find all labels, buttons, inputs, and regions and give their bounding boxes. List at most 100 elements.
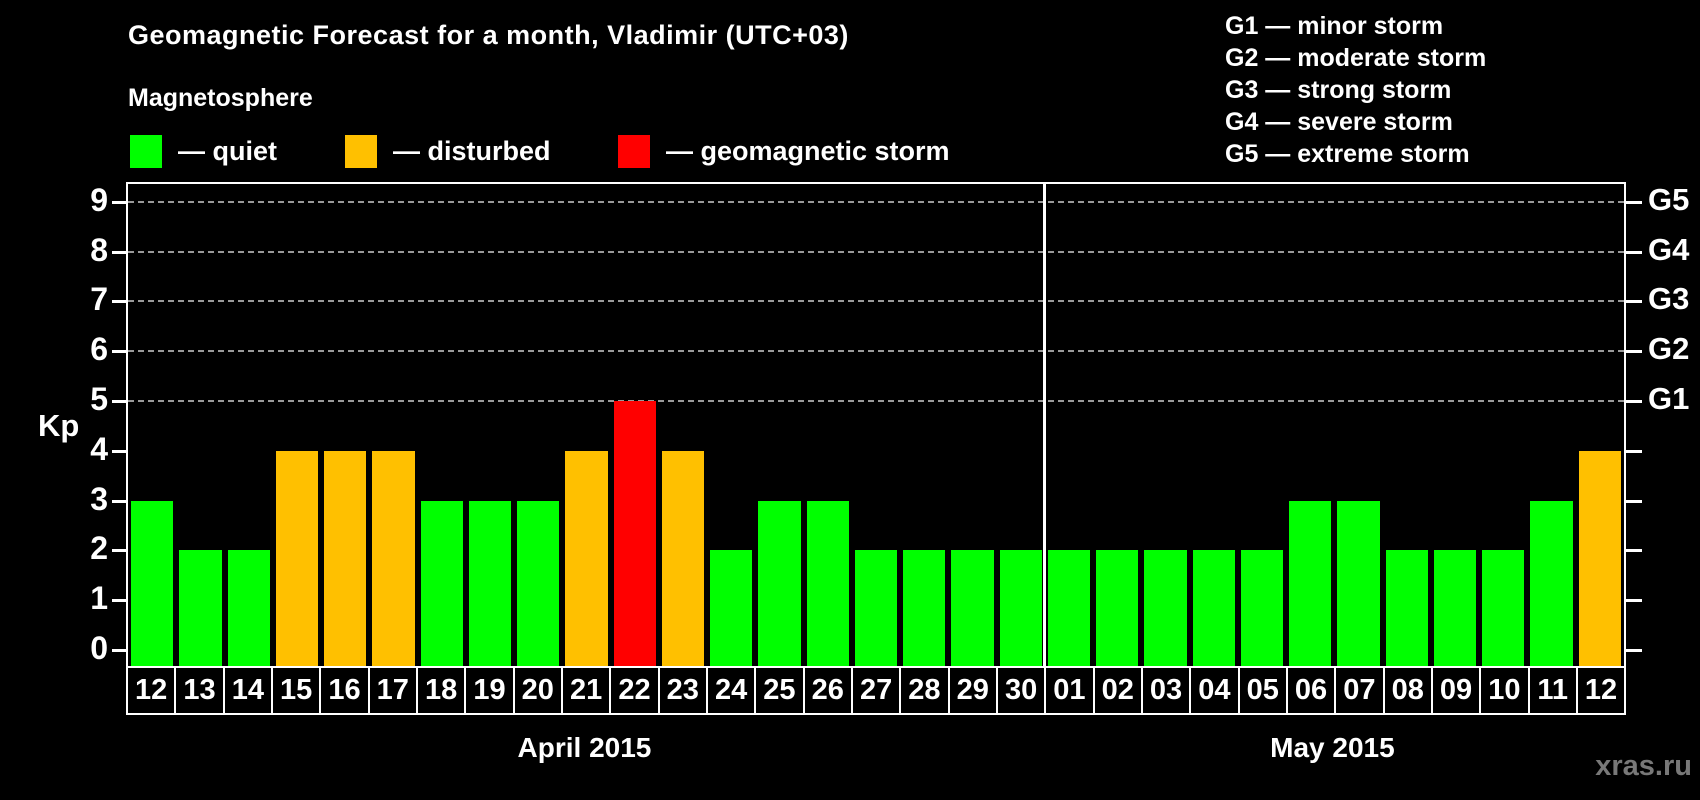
kp-bar-april-17 <box>372 450 415 666</box>
kp-tick-left <box>112 499 128 503</box>
magnetosphere-legend-heading: Magnetosphere <box>128 84 313 112</box>
kp-tick-label-9: 9 <box>90 181 108 218</box>
day-label: 07 <box>1334 666 1385 715</box>
day-label: 23 <box>657 666 708 715</box>
day-label: 18 <box>415 666 467 715</box>
kp-tick-right <box>1626 649 1642 652</box>
month-divider-line <box>1043 184 1047 666</box>
gridline-kp-5 <box>128 400 1624 402</box>
kp-tick-label-5: 5 <box>90 381 108 417</box>
kp-bar-april-30 <box>999 550 1042 666</box>
kp-bar-april-21 <box>565 450 608 666</box>
kp-tick-left <box>112 599 128 603</box>
kp-tick-label-8: 8 <box>90 231 108 268</box>
g-tick-label-g5: G5 <box>1648 181 1690 217</box>
day-label: 26 <box>802 666 853 715</box>
kp-tick-left <box>112 300 128 304</box>
kp-bar-april-23 <box>661 450 705 666</box>
legend-swatch-quiet <box>130 134 162 168</box>
legend-label-disturbed: — disturbed <box>393 135 551 166</box>
gridline-kp-7 <box>128 300 1624 303</box>
kp-bar-april-15 <box>275 450 319 666</box>
g-legend-line-1: G1 — minor storm <box>1225 12 1444 40</box>
kp-bar-may-02 <box>1096 550 1139 666</box>
gridline-kp-8 <box>128 250 1624 253</box>
kp-bar-april-16 <box>324 450 367 666</box>
gridline-kp-9 <box>128 200 1624 203</box>
day-label: 19 <box>464 666 515 715</box>
kp-tick-right <box>1626 200 1642 204</box>
kp-bar-april-25 <box>758 500 801 666</box>
kp-tick-label-4: 4 <box>90 430 108 467</box>
kp-bar-may-10 <box>1482 550 1525 666</box>
day-label: 05 <box>1237 666 1288 715</box>
month-label-april: April 2015 <box>517 732 652 763</box>
kp-bar-april-29 <box>951 550 994 666</box>
legend-item-disturbed: — disturbed <box>345 134 551 168</box>
day-label: 29 <box>947 666 998 715</box>
g-tick-label-g3: G3 <box>1648 281 1690 317</box>
kp-tick-label-6: 6 <box>90 331 108 368</box>
day-label: 20 <box>512 666 563 715</box>
kp-tick-right <box>1626 350 1642 354</box>
kp-tick-label-2: 2 <box>90 530 108 567</box>
kp-bar-may-06 <box>1289 500 1332 666</box>
kp-tick-label-1: 1 <box>90 580 108 617</box>
day-label: 12 <box>126 666 177 715</box>
kp-tick-left <box>112 549 128 553</box>
kp-bar-april-19 <box>468 500 512 666</box>
legend-label-quiet: — quiet <box>178 135 277 166</box>
kp-bar-april-18 <box>420 500 463 666</box>
watermark: xras.ru <box>1595 750 1692 782</box>
day-label: 12 <box>1575 666 1627 715</box>
kp-tick-left <box>112 250 128 254</box>
legend-swatch-storm <box>618 134 650 168</box>
kp-tick-label-0: 0 <box>90 630 108 666</box>
kp-bar-may-05 <box>1240 550 1284 666</box>
day-label: 06 <box>1285 666 1337 715</box>
day-label: 14 <box>222 666 273 715</box>
kp-tick-right <box>1626 400 1642 403</box>
kp-bar-may-12 <box>1578 450 1621 666</box>
month-label-may: May 2015 <box>1270 732 1395 763</box>
legend-item-storm: — geomagnetic storm <box>618 134 950 168</box>
kp-axis-label: Kp <box>38 408 80 443</box>
page-title: Geomagnetic Forecast for a month, Vladim… <box>128 20 849 50</box>
day-label: 11 <box>1527 666 1578 715</box>
kp-tick-left <box>112 400 128 403</box>
g-tick-label-g4: G4 <box>1648 231 1690 267</box>
g-tick-label-g1: G1 <box>1648 381 1690 416</box>
day-label: 02 <box>1092 666 1143 715</box>
day-label: 17 <box>367 666 418 715</box>
day-label: 10 <box>1479 666 1530 715</box>
day-label: 13 <box>174 666 225 715</box>
g-legend-line-4: G4 — severe storm <box>1225 108 1453 136</box>
day-label: 27 <box>850 666 902 715</box>
kp-tick-right <box>1626 549 1642 553</box>
plot-area <box>126 182 1626 668</box>
day-label: 21 <box>560 666 612 715</box>
day-axis-row: 12 13 14 15 16 17 18 19 20 21 22 23 24 25 26 27 28 29 30 01… <box>126 666 1627 715</box>
kp-tick-label-7: 7 <box>90 281 108 318</box>
kp-bar-may-08 <box>1385 550 1428 666</box>
kp-bar-april-12 <box>131 500 174 666</box>
day-label: 28 <box>899 666 950 715</box>
kp-tick-left <box>112 200 128 204</box>
kp-bar-april-26 <box>806 500 849 666</box>
kp-tick-left <box>112 449 128 453</box>
g-legend-line-5: G5 — extreme storm <box>1225 140 1470 168</box>
kp-bar-april-27 <box>854 550 898 666</box>
day-label: 04 <box>1189 666 1240 715</box>
kp-bar-april-14 <box>227 550 270 666</box>
kp-tick-right <box>1626 499 1642 503</box>
g-legend-line-3: G3 — strong storm <box>1225 76 1452 104</box>
kp-bar-may-07 <box>1337 500 1380 666</box>
kp-tick-right <box>1626 599 1642 603</box>
day-label: 09 <box>1430 666 1482 715</box>
gridline-kp-6 <box>128 350 1624 353</box>
kp-bar-april-20 <box>517 500 560 666</box>
day-label: 08 <box>1382 666 1433 715</box>
kp-bar-april-24 <box>710 550 753 666</box>
g-legend-line-2: G2 — moderate storm <box>1225 44 1487 72</box>
